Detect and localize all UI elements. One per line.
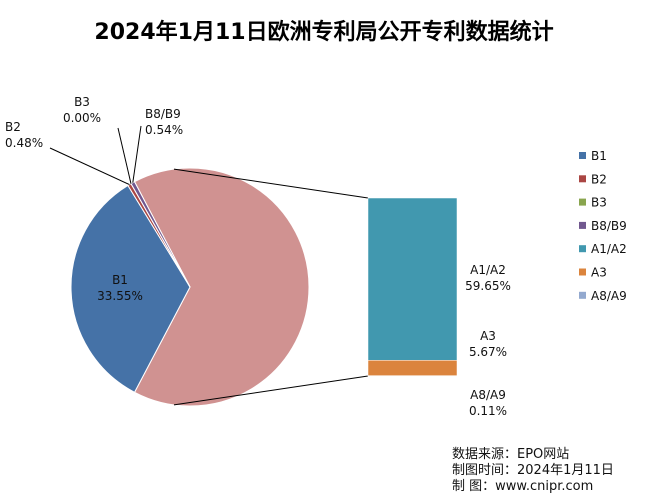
legend-label-a1-a2: A1/A2 [591, 242, 627, 256]
legend-swatch-a1-a2 [579, 245, 586, 253]
data-label-b2: B2 0.48% [5, 120, 43, 150]
data-label-a3: A3 5.67% [469, 329, 507, 359]
source-note: 数据来源：EPO网站 制图时间：2024年1月11日 制 图：www.cnipr… [452, 447, 614, 494]
legend-swatch-a8-a9 [579, 291, 586, 299]
legend-swatch-b2 [579, 175, 586, 183]
legend-label-a8-a9: A8/A9 [591, 289, 627, 303]
data-label-a8-a9: A8/A9 0.11% [469, 388, 507, 418]
bar-segment-a1-a2 [367, 197, 458, 361]
legend-label-b3: B3 [591, 196, 607, 210]
data-label-b3: B3 0.00% [63, 95, 101, 125]
legend: B1 B2 B3 B8/B9 A1/A2 A3 A8/A9 [579, 149, 627, 303]
source-line-3: 制 图：www.cnipr.com [452, 479, 593, 494]
legend-swatch-b1 [579, 152, 586, 159]
pie-slice-other [133, 167, 310, 407]
pie-slice-b1 [70, 184, 191, 393]
bar-of-pie [367, 197, 458, 377]
data-label-b1: B1 33.55% [97, 273, 143, 303]
legend-swatch-b3 [579, 198, 586, 206]
source-line-2: 制图时间：2024年1月11日 [452, 463, 614, 478]
data-label-b8-b9: B8/B9 0.54% [145, 107, 183, 137]
legend-swatch-a3 [579, 268, 586, 276]
leader-line-b8-b9 [132, 125, 142, 183]
source-line-1: 数据来源：EPO网站 [452, 447, 569, 462]
connector-lines [173, 168, 369, 406]
pie [70, 167, 310, 407]
legend-label-b8-b9: B8/B9 [591, 219, 627, 233]
chart-title: 2024年1月11日欧洲专利局公开专利数据统计 [94, 19, 553, 45]
connector-line-bottom [173, 375, 369, 406]
bar-segment-a8-a9 [367, 375, 458, 377]
legend-swatch-b8-b9 [579, 221, 586, 229]
data-label-a1-a2: A1/A2 59.65% [465, 263, 511, 293]
connector-line-top [173, 168, 369, 199]
bar-segment-a3 [367, 360, 458, 376]
legend-label-b2: B2 [591, 172, 607, 186]
data-labels: B1 33.55% B2 0.48% B3 0.00% B8/B9 0.54% A1/A2 59.… [5, 95, 511, 418]
leader-line-b2 [49, 147, 130, 186]
legend-label-a3: A3 [591, 266, 607, 280]
leader-line-b3 [117, 127, 132, 184]
legend-label-b1: B1 [591, 149, 607, 163]
